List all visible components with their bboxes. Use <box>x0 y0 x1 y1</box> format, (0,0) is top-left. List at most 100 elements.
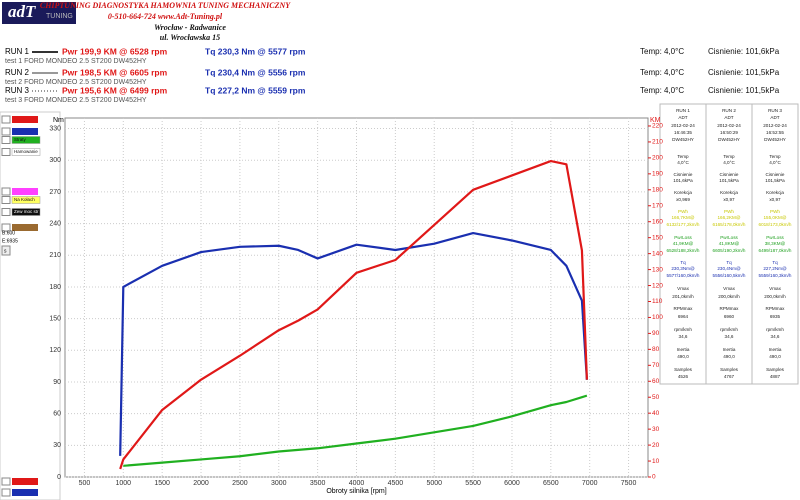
table-cell: 34,6 <box>679 334 688 339</box>
table-cell: RPMmax <box>766 306 786 311</box>
panel-item-label: Na Kołach <box>14 197 35 202</box>
checkbox[interactable] <box>1 196 11 204</box>
table-cell: RUN 3 <box>768 108 782 113</box>
color-swatch <box>11 208 41 216</box>
table-cell: DW452HY <box>718 137 740 142</box>
checkbox[interactable] <box>1 187 11 196</box>
table-cell: 490,0 <box>769 354 781 359</box>
x-tick-label: 7500 <box>621 480 637 487</box>
panel-item-label: Zew moc str <box>14 209 39 214</box>
table-cell: 4887 <box>770 374 781 379</box>
run-pressure: Cisnienie: 101,5kPa <box>708 86 780 95</box>
table-cell: 6018/173,0km/h <box>759 222 792 227</box>
y-tick-label: 240 <box>49 220 61 227</box>
table-cell: 6964 <box>678 314 689 319</box>
y2-tick-label: 160 <box>652 218 663 225</box>
y2-tick-label: 170 <box>652 202 663 209</box>
table-cell: ADT <box>724 115 733 120</box>
x-tick-label: 4500 <box>388 480 404 487</box>
y2-tick-label: 80 <box>652 346 660 353</box>
run-label: RUN 2 <box>5 68 30 77</box>
table-cell: 2012-02-24 <box>763 123 787 128</box>
checkbox[interactable] <box>1 127 11 136</box>
run-torque: Tq 227,2 Nm @ 5559 rpm <box>205 85 306 95</box>
table-cell: rpm/kmh <box>766 327 784 332</box>
run-car: test 3 FORD MONDEO 2.5 ST200 DW452HY <box>5 97 147 104</box>
table-cell: 227,2Nm@ <box>763 266 787 271</box>
y-tick-label: 300 <box>49 157 61 164</box>
y2-tick-label: 50 <box>652 394 660 401</box>
table-cell: Tq <box>726 260 732 265</box>
y2-tick-label: 10 <box>652 458 660 465</box>
data-line <box>119 231 588 456</box>
table-cell: 16:46:35 <box>674 130 692 135</box>
table-cell: 2012-02-24 <box>671 123 695 128</box>
table-cell: PwrLoss <box>766 235 784 240</box>
x-tick-label: 4000 <box>349 480 365 487</box>
logo-box <box>2 2 76 24</box>
checkbox[interactable] <box>1 488 11 497</box>
y-axis-label: Nm <box>53 117 64 124</box>
checkbox[interactable] <box>1 115 11 124</box>
table-cell: 41,8KM@ <box>719 241 740 246</box>
table-cell: 101,5kPa <box>719 178 739 183</box>
table-cell: 4,0°C <box>677 160 689 165</box>
y-tick-label: 150 <box>49 315 61 322</box>
table-cell: 6935 <box>770 314 781 319</box>
x-tick-label: 7000 <box>582 480 598 487</box>
table-cell: 6165/178,0km/h <box>713 222 746 227</box>
table-cell: RPMmax <box>674 306 694 311</box>
run-power: Pwr 198,5 KM @ 6605 rpm <box>62 67 168 77</box>
run-label: RUN 1 <box>5 47 30 56</box>
y2-tick-label: 70 <box>652 362 660 369</box>
table-cell: 166,2KM@ <box>717 215 740 220</box>
contact: 0-510-664-724 www.Adt-Tuning.pl <box>108 12 223 21</box>
panel-item-label: Straty <box>14 137 27 142</box>
x-tick-label: 2500 <box>232 480 248 487</box>
panel-item-label: Hamowanie <box>14 149 38 154</box>
run-label: RUN 3 <box>5 86 30 95</box>
table-cell: 230,3Nm@ <box>671 266 695 271</box>
y-tick-label: 330 <box>49 125 61 132</box>
table-cell: RUN 2 <box>722 108 736 113</box>
checkbox[interactable] <box>1 223 11 232</box>
table-cell: DW452HY <box>764 137 786 142</box>
table-cell: Cisnienie <box>766 172 785 177</box>
table-cell: 6499/187,0km/h <box>759 248 792 253</box>
table-cell: 490,0 <box>677 354 689 359</box>
table-cell: 101,5kPa <box>765 178 785 183</box>
table-cell: rpm/kmh <box>720 327 738 332</box>
checkbox[interactable] <box>1 208 11 216</box>
begin-rpm: B:600 <box>2 230 15 236</box>
run-pressure: Cisnienie: 101,6kPa <box>708 47 780 56</box>
table-cell: rpm/kmh <box>674 327 692 332</box>
side-panel <box>0 111 61 500</box>
run-power: Pwr 195,6 KM @ 6499 rpm <box>62 85 168 95</box>
y2-tick-label: 130 <box>652 266 663 273</box>
checkbox[interactable] <box>1 148 11 156</box>
table-cell: Korekcja <box>766 190 784 195</box>
color-swatch <box>11 196 41 204</box>
table-cell: 166,7KM@ <box>671 215 694 220</box>
table-cell: 34,6 <box>725 334 734 339</box>
y-tick-label: 120 <box>49 347 61 354</box>
y2-tick-label: 40 <box>652 410 660 417</box>
y-tick-label: 90 <box>53 379 61 386</box>
table-cell: x0,969 <box>676 197 690 202</box>
checkbox[interactable] <box>1 477 11 486</box>
y-tick-label: 60 <box>53 410 61 417</box>
table-cell: 34,6 <box>771 334 780 339</box>
color-swatch <box>11 136 41 144</box>
table-cell: 201,0km/h <box>672 294 694 299</box>
table-cell: PWh <box>678 209 688 214</box>
logo: adT <box>8 2 36 21</box>
y2-tick-label: 120 <box>652 282 663 289</box>
y2-tick-label: 110 <box>652 298 663 305</box>
run-torque: Tq 230,4 Nm @ 5556 rpm <box>205 67 306 77</box>
run-temp: Temp: 4,0°C <box>640 47 684 56</box>
x-tick-label: 6000 <box>504 480 520 487</box>
checkbox[interactable] <box>1 136 11 144</box>
table-cell: Temp <box>723 154 735 159</box>
button[interactable] <box>1 245 11 256</box>
data-line <box>119 159 589 470</box>
